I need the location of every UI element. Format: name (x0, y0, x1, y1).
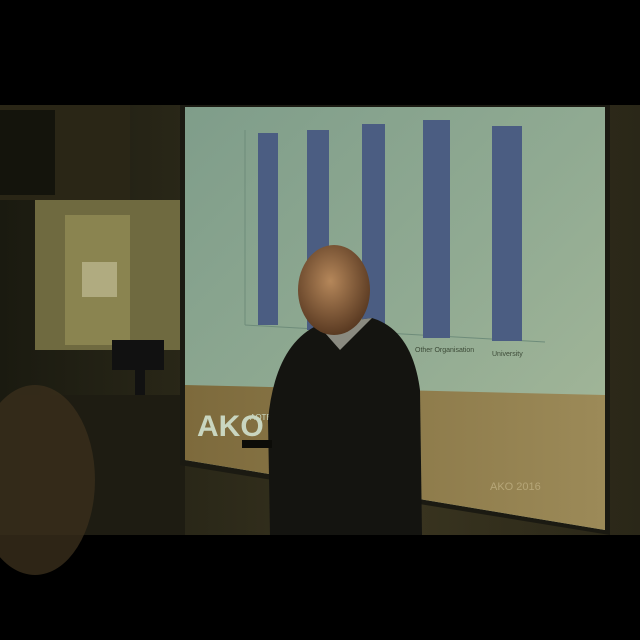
wall-box (82, 262, 117, 297)
presenter-head (298, 245, 370, 335)
tv (0, 110, 55, 195)
slide-logo: AKO (197, 410, 264, 443)
presenter-remote (242, 440, 272, 448)
slide-bar (258, 133, 278, 325)
foreground-blur (0, 385, 95, 575)
slide-category: University (492, 351, 523, 358)
slide-bar (423, 120, 450, 338)
slide-bar (492, 126, 522, 341)
monitor (112, 340, 164, 370)
monitor-stand (135, 370, 145, 398)
slide-footer: AKO 2016 (490, 481, 541, 493)
presenter-body (268, 318, 422, 535)
slide-category: Other Organisation (415, 347, 474, 354)
